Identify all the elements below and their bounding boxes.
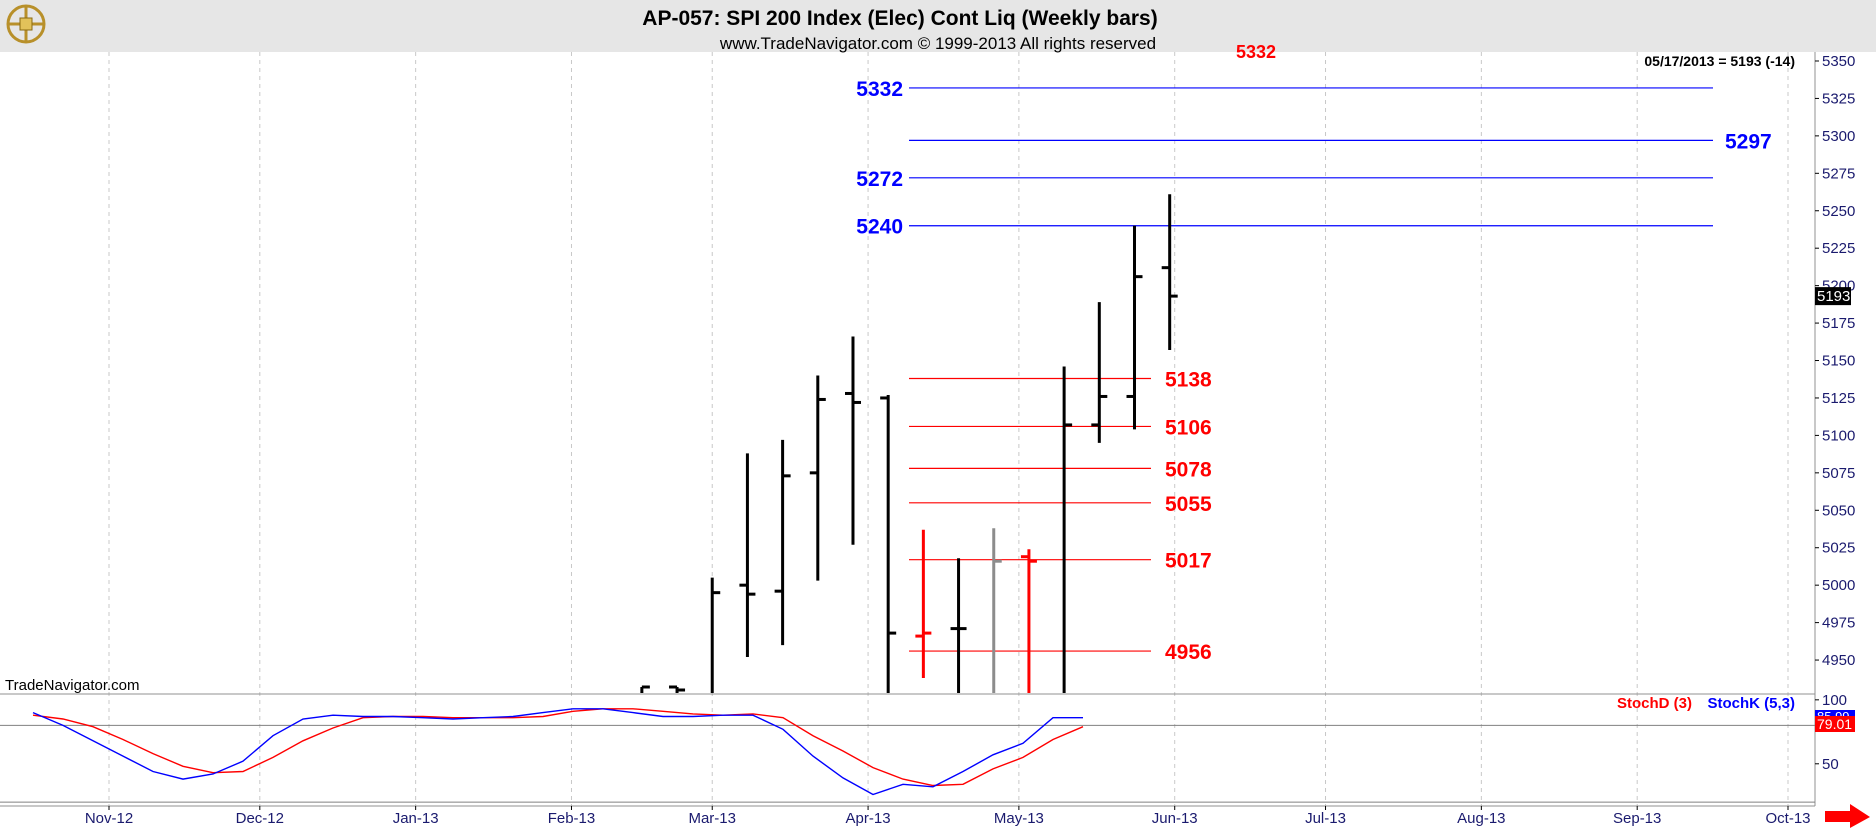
chart-title: AP-057: SPI 200 Index (Elec) Cont Liq (W…	[642, 7, 1157, 30]
scroll-right-arrow-icon[interactable]	[1825, 804, 1870, 828]
price-tick-label: 4950	[1822, 652, 1855, 669]
x-tick-label: Dec-12	[236, 810, 284, 827]
resistance-label: 5240	[856, 216, 903, 239]
header-background	[0, 0, 1876, 52]
price-tick-label: 5100	[1822, 427, 1855, 444]
price-tick-label: 5175	[1822, 315, 1855, 332]
resistance-label: 5332	[856, 78, 903, 101]
trade-navigator-logo-icon	[6, 4, 46, 44]
stoch-tick-label: 100	[1822, 692, 1847, 709]
x-axis: Nov-12 Dec-12 Jan-13 Feb-13 Mar-13 Apr-13 May-…	[0, 805, 1815, 827]
stoch-tick-label: 50	[1822, 756, 1839, 773]
price-tick-label: 5125	[1822, 390, 1855, 407]
stoch-d-value-tag	[1815, 716, 1855, 732]
chart-subtitle: www.TradeNavigator.com © 1999-2013 All r…	[719, 34, 1156, 53]
last-price-label: 5193	[1817, 288, 1850, 305]
support-label: 5138	[1165, 368, 1212, 391]
stoch-k-line	[32, 708, 1083, 796]
price-tick-label: 4975	[1822, 615, 1855, 632]
x-tick-label: Feb-13	[548, 810, 596, 827]
x-tick-label: Jun-13	[1152, 810, 1198, 827]
price-tick-label: 5325	[1822, 90, 1855, 107]
stoch-d-legend: StochD (3)	[1617, 695, 1692, 712]
x-tick-label: Apr-13	[846, 810, 891, 827]
price-tick-label: 5275	[1822, 165, 1855, 182]
x-tick-label: Mar-13	[688, 810, 736, 827]
price-axis: 4950 4975 5000 5025 5050 5075 5100 5125 5150 5175…	[1814, 52, 1855, 806]
x-tick-label: Oct-13	[1765, 810, 1810, 827]
stoch-k-legend: StochK (5,3)	[1707, 695, 1795, 712]
price-tick-label: 5250	[1822, 203, 1855, 220]
support-label: 4956	[1165, 641, 1212, 664]
support-label: 5078	[1165, 458, 1212, 481]
resistance-label: 5272	[856, 168, 903, 191]
cut-level-label: 5332	[1236, 42, 1276, 62]
stoch-d-line	[32, 708, 1084, 787]
price-tick-label: 5350	[1822, 53, 1855, 70]
price-bars	[640, 194, 1178, 693]
x-tick-label: Jul-13	[1305, 810, 1346, 827]
support-label: 5017	[1165, 550, 1212, 573]
x-tick-label: May-13	[994, 810, 1044, 827]
price-grid	[108, 52, 1789, 806]
price-tick-label: 5225	[1822, 240, 1855, 257]
x-tick-label: Sep-13	[1613, 810, 1661, 827]
last-quote-label: 05/17/2013 = 5193 (-14)	[1644, 53, 1795, 69]
x-tick-label: Aug-13	[1457, 810, 1505, 827]
last-price-tag	[1815, 287, 1851, 306]
resistance-label: 5297	[1725, 130, 1772, 153]
level-lines: 5332 5297 5272 5240 5138 5106 5078 5055 5017 4956	[856, 78, 1771, 664]
price-tick-label: 5000	[1822, 577, 1855, 594]
support-label: 5106	[1165, 416, 1212, 439]
x-tick-label: Jan-13	[393, 810, 439, 827]
stoch-d-value-label: 79.01	[1817, 716, 1852, 732]
price-tick-label: 5050	[1822, 502, 1855, 519]
price-tick-label: 5300	[1822, 128, 1855, 145]
support-label: 5055	[1165, 493, 1212, 516]
price-tick-label: 5075	[1822, 465, 1855, 482]
watermark-text: TradeNavigator.com	[5, 677, 140, 694]
x-tick-label: Nov-12	[85, 810, 133, 827]
price-tick-label: 5025	[1822, 540, 1855, 557]
price-tick-label: 5150	[1822, 353, 1855, 370]
